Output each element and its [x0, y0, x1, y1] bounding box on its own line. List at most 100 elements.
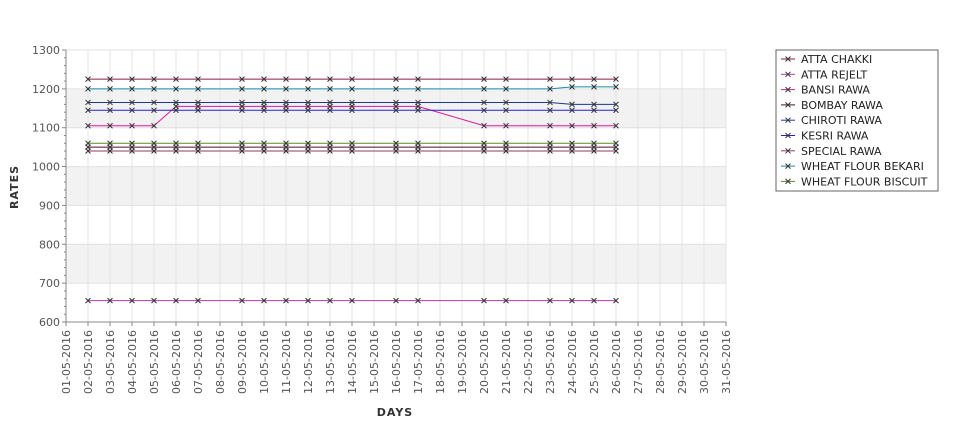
x-tick-label: 11-05-2016 [280, 330, 293, 394]
series-atta-rejelt [85, 297, 619, 304]
data-point [173, 99, 179, 106]
series-layer [85, 76, 619, 304]
data-point [173, 140, 179, 147]
data-point [349, 86, 355, 92]
data-point [151, 99, 157, 106]
data-point [239, 148, 245, 154]
data-point [481, 148, 487, 154]
legend-item: CHIROTI RAWA [781, 114, 882, 127]
x-tick-label: 20-05-2016 [478, 330, 491, 394]
data-point [261, 107, 267, 114]
data-point [195, 140, 201, 147]
y-tick-label: 800 [39, 238, 60, 251]
data-point [129, 122, 135, 129]
data-point [591, 140, 597, 147]
data-point [569, 76, 575, 82]
y-tick-label: 1000 [32, 161, 60, 174]
x-tick-label: 26-05-2016 [610, 330, 623, 394]
series-line [88, 86, 616, 90]
data-point [415, 76, 421, 82]
data-point [305, 76, 311, 82]
data-point [503, 76, 509, 82]
data-point [569, 140, 575, 147]
data-point [349, 148, 355, 154]
y-axis-title: RATES [8, 165, 21, 209]
series-line [88, 105, 616, 127]
data-point [239, 107, 245, 114]
legend-item: ATTA CHAKKI [781, 53, 872, 66]
legend-swatch-marker [785, 147, 791, 154]
data-point [481, 107, 487, 114]
data-point [591, 122, 597, 129]
legend: ATTA CHAKKI ATTA REJELT BANSI RAWA BOMBAY R… [775, 49, 939, 192]
x-tick-label: 05-05-2016 [148, 330, 161, 394]
x-tick-label: 28-05-2016 [654, 330, 667, 394]
data-point [415, 107, 421, 114]
legend-item: WHEAT FLOUR BISCUIT [781, 175, 928, 188]
data-point [151, 107, 157, 114]
data-point [415, 297, 421, 304]
x-tick-label: 18-05-2016 [434, 330, 447, 394]
x-tick-label: 29-05-2016 [676, 330, 689, 394]
data-point [283, 148, 289, 154]
x-tick-label: 19-05-2016 [456, 330, 469, 394]
data-point [107, 86, 113, 92]
data-point [85, 76, 91, 82]
x-tick-label: 14-05-2016 [346, 330, 359, 394]
data-point [107, 99, 113, 106]
x-tick-label: 12-05-2016 [302, 330, 315, 394]
x-tick-label: 21-05-2016 [500, 330, 513, 394]
data-point [591, 107, 597, 114]
legend-label: KESRI RAWA [801, 130, 869, 143]
data-point [481, 76, 487, 82]
data-point [129, 107, 135, 114]
x-tick-label: 31-05-2016 [720, 330, 733, 394]
data-point [393, 140, 399, 147]
y-tick-label: 1100 [32, 122, 60, 135]
x-tick-label: 27-05-2016 [632, 330, 645, 394]
data-point [239, 86, 245, 92]
data-point [415, 99, 421, 106]
data-point [239, 297, 245, 304]
legend-swatch-marker [785, 132, 791, 139]
y-tick-label: 600 [39, 316, 60, 329]
data-point [85, 86, 91, 92]
x-tick-label: 02-05-2016 [82, 330, 95, 394]
x-tick-label: 30-05-2016 [698, 330, 711, 394]
data-point [239, 76, 245, 82]
data-point [393, 99, 399, 106]
legend-box [775, 49, 939, 192]
data-point [591, 101, 597, 108]
data-point [327, 140, 333, 147]
data-point [591, 84, 597, 90]
data-point [305, 99, 311, 106]
data-point [195, 76, 201, 82]
series-kesri-rawa [85, 107, 619, 114]
data-point [173, 148, 179, 154]
data-point [283, 107, 289, 114]
series-chiroti-rawa [85, 99, 619, 108]
legend-label: BANSI RAWA [801, 84, 870, 97]
legend-swatch-marker [785, 117, 791, 124]
data-point [151, 76, 157, 82]
data-point [305, 148, 311, 154]
data-point [261, 99, 267, 106]
data-point [195, 86, 201, 92]
data-point [327, 148, 333, 154]
x-tick-label: 06-05-2016 [170, 330, 183, 394]
legend-item: SPECIAL RAWA [781, 145, 882, 158]
data-point [503, 148, 509, 154]
data-point [305, 107, 311, 114]
data-point [283, 140, 289, 147]
data-point [613, 107, 619, 114]
legend-label: WHEAT FLOUR BISCUIT [801, 175, 928, 188]
data-point [151, 148, 157, 154]
data-point [569, 84, 575, 90]
series-atta-chakki [85, 76, 619, 82]
data-point [195, 107, 201, 114]
data-point [569, 101, 575, 108]
data-point [261, 76, 267, 82]
data-point [349, 297, 355, 304]
x-tick-label: 17-05-2016 [412, 330, 425, 394]
